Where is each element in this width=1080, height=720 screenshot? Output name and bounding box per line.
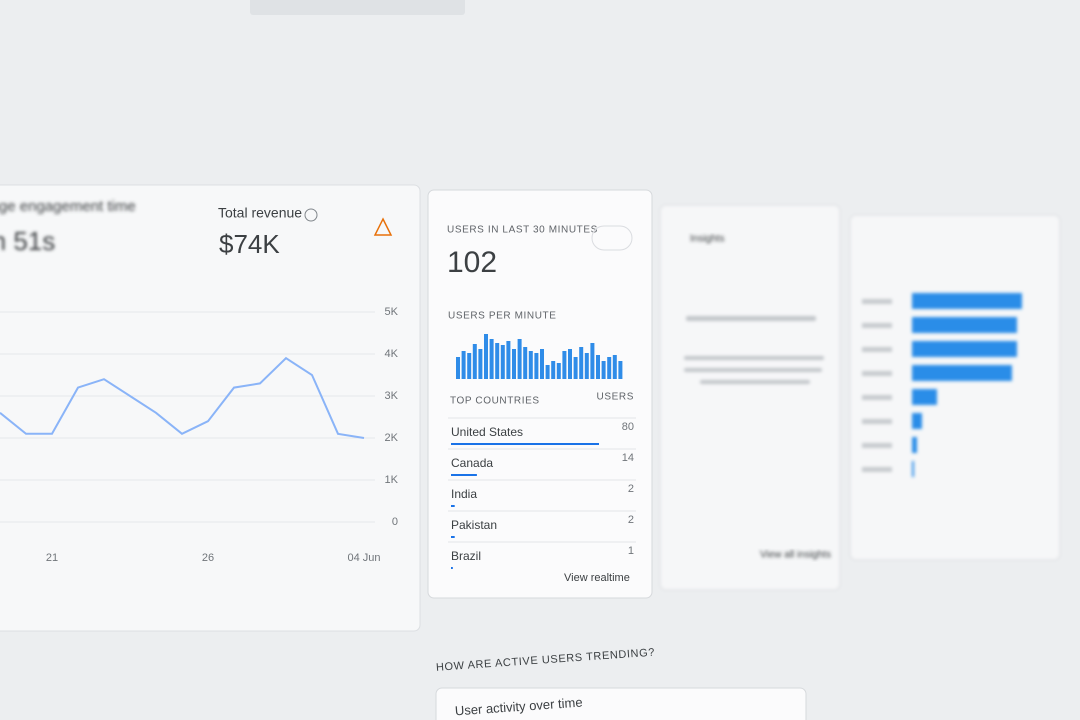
country-name: Pakistan [451, 518, 497, 532]
realtime-card [427, 189, 653, 599]
label-placeholder [862, 371, 892, 376]
countries-table: United States 80 Canada 14 India 2 Pakistan 2 Br… [448, 417, 636, 569]
insights-card [659, 204, 841, 591]
country-bar [451, 474, 477, 476]
country-users: 80 [622, 421, 634, 433]
y-tick-label: 1K [385, 474, 399, 486]
minute-bar [579, 347, 584, 379]
minute-bar [534, 353, 539, 379]
right-card [849, 214, 1061, 561]
countries-label: TOP COUNTRIES [450, 396, 540, 407]
trend-chart: 0 1K 2K 3K 4K 5K 21 26 04 Jun [0, 306, 399, 564]
h-bar [912, 365, 1012, 381]
minute-bar [607, 357, 612, 379]
engagement-label: Average engagement time [0, 198, 136, 215]
minute-bar [467, 353, 472, 379]
minute-bar [517, 339, 522, 379]
realtime-value: 102 [447, 246, 497, 279]
alert-icon[interactable] [373, 217, 393, 236]
x-tick-label: 04 Jun [347, 552, 380, 564]
per-minute-label: USERS PER MINUTE [448, 311, 557, 322]
country-name: United States [451, 425, 523, 439]
country-name: Canada [451, 456, 493, 470]
help-icon[interactable] [304, 208, 318, 222]
minute-bar [618, 361, 623, 379]
country-users: 2 [628, 483, 634, 495]
minute-bar [484, 334, 488, 379]
country-bar [451, 443, 599, 445]
section-title: HOW ARE ACTIVE USERS TRENDING? [436, 647, 656, 674]
per-minute-chart [456, 334, 623, 379]
label-placeholder [862, 443, 892, 448]
minute-bar [568, 349, 572, 379]
insights-text [684, 316, 824, 384]
minute-bar [545, 365, 550, 379]
realtime-title: USERS IN LAST 30 MINUTES [447, 225, 598, 236]
y-tick-label: 2K [385, 432, 399, 444]
country-name: Brazil [451, 549, 481, 563]
minute-bar [556, 363, 561, 379]
h-bar [912, 413, 922, 429]
minute-bar [461, 351, 466, 379]
minute-bar [528, 351, 533, 379]
country-bar [451, 567, 453, 569]
h-bar [912, 317, 1017, 333]
country-users: 2 [628, 514, 634, 526]
activity-card [435, 687, 807, 720]
minute-bar [562, 351, 567, 379]
label-placeholder [862, 419, 892, 424]
y-tick-label: 0 [392, 516, 398, 528]
minute-bar [523, 347, 528, 379]
minute-bar [506, 341, 511, 379]
x-tick-label: 26 [202, 552, 214, 564]
x-tick-label: 21 [46, 552, 58, 564]
top-bar [250, 0, 465, 15]
revenue-value: $74K [219, 229, 280, 259]
h-bar [912, 293, 1022, 309]
label-placeholder [862, 347, 892, 352]
engagement-value: 1m 51s [0, 226, 55, 256]
minute-bar [551, 361, 556, 379]
h-bar [912, 389, 937, 405]
minute-bar [489, 339, 494, 379]
label-placeholder [862, 395, 892, 400]
minute-bar [540, 349, 544, 379]
y-tick-label: 3K [385, 390, 399, 402]
view-insights-link[interactable]: View all insights [760, 550, 831, 561]
minute-bar [478, 349, 483, 379]
minute-bar [512, 349, 516, 379]
minute-bar [612, 355, 617, 379]
minute-bar [472, 344, 477, 379]
minute-bar [590, 343, 595, 379]
country-users: 1 [628, 545, 634, 557]
h-bar [912, 437, 917, 453]
country-users: 14 [622, 452, 634, 464]
revenue-label: Total revenue [218, 205, 302, 221]
country-bar [451, 505, 455, 507]
y-tick-label: 4K [385, 348, 399, 360]
minute-bar [500, 345, 505, 379]
label-placeholder [862, 299, 892, 304]
h-bar [912, 341, 1017, 357]
minute-bar [584, 353, 589, 379]
metrics-card [0, 184, 421, 632]
country-name: India [451, 487, 477, 501]
minute-bar [495, 343, 500, 379]
h-bar [912, 461, 914, 477]
label-placeholder [862, 323, 892, 328]
y-tick-label: 5K [385, 306, 399, 318]
insights-title: Insights [690, 234, 724, 245]
minute-bar [456, 357, 460, 379]
minute-bar [596, 355, 600, 379]
view-realtime-link[interactable]: View realtime [564, 572, 630, 584]
minute-bar [573, 357, 578, 379]
country-bar [451, 536, 455, 538]
trend-line [0, 356, 365, 439]
right-chart [862, 293, 1022, 477]
label-placeholder [862, 467, 892, 472]
users-label: USERS [597, 392, 634, 403]
compare-button[interactable] [591, 225, 633, 251]
minute-bar [601, 361, 606, 379]
